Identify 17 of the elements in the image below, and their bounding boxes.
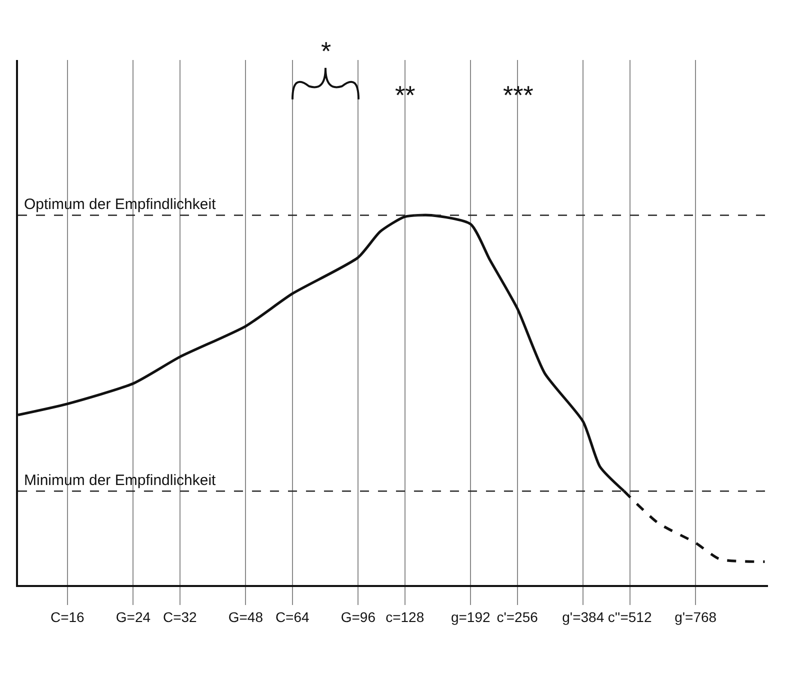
x-tick-label: c'=256 <box>496 608 538 625</box>
x-tick-label: g'=384 <box>562 608 604 625</box>
x-tick-label: G=24 <box>116 608 151 625</box>
x-tick-label: g'=768 <box>674 608 717 625</box>
x-tick-label: C=32 <box>162 608 198 625</box>
x-tick-label: G=96 <box>340 608 376 625</box>
text: * <box>321 36 332 66</box>
text: *** <box>503 80 534 110</box>
text: ** <box>395 80 416 110</box>
x-tick-label: G=48 <box>228 608 264 625</box>
ref-line-label: Optimum der Empfindlichkeit <box>24 196 217 213</box>
x-tick-label: c''=512 <box>608 608 652 625</box>
ref-line-label: Minimum der Empfindlichkeit <box>24 472 217 489</box>
x-tick-label: C=64 <box>275 608 310 625</box>
x-tick-label: c=128 <box>386 608 424 625</box>
x-tick-label: g=192 <box>450 608 490 625</box>
x-tick-label: C=16 <box>50 608 85 625</box>
